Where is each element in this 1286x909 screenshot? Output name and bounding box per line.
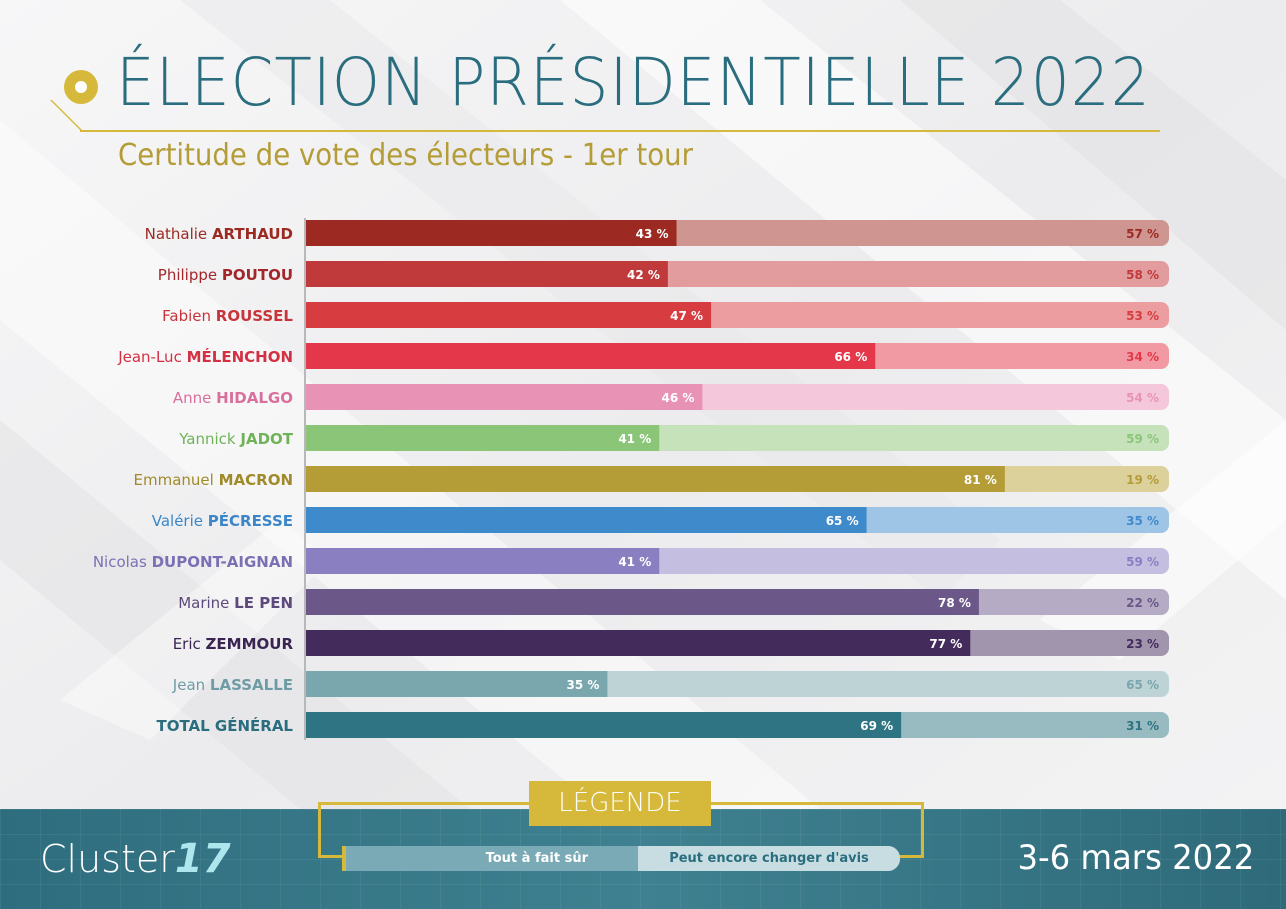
bar-sure [305, 507, 867, 533]
candidate-first-name: Nathalie [145, 225, 212, 243]
category-label: Nathalie ARTHAUD [145, 225, 293, 243]
cluster17-logo: Cluster17 [40, 836, 231, 882]
candidate-last-name: LASSALLE [210, 676, 293, 694]
data-label-may-change: 59 % [1126, 432, 1159, 446]
data-label-sure: 77 % [929, 637, 962, 651]
candidate-last-name: DUPONT-AIGNAN [152, 553, 293, 571]
category-label: Valérie PÉCRESSE [152, 511, 293, 530]
page-subtitle: Certitude de vote des électeurs - 1er to… [118, 138, 693, 173]
category-label: Anne HIDALGO [173, 389, 293, 407]
candidate-last-name: TOTAL GÉNÉRAL [156, 716, 293, 735]
logo-name: Cluster [40, 837, 175, 881]
data-label-sure: 41 % [618, 432, 651, 446]
category-label: Philippe POUTOU [158, 266, 293, 284]
data-label-sure: 81 % [964, 473, 997, 487]
data-label-may-change: 53 % [1126, 309, 1159, 323]
bar-sure [305, 302, 712, 328]
bar-sure [305, 548, 660, 574]
category-label: Marine LE PEN [178, 594, 293, 612]
bar-sure [305, 671, 608, 697]
candidate-last-name: POUTOU [222, 266, 293, 284]
data-label-sure: 42 % [627, 268, 660, 282]
candidate-last-name: ZEMMOUR [206, 635, 294, 653]
category-label: TOTAL GÉNÉRAL [156, 716, 293, 735]
data-label-sure: 46 % [662, 391, 695, 405]
category-label: Yannick JADOT [178, 430, 294, 448]
candidate-first-name: Marine [178, 594, 234, 612]
data-label-sure: 47 % [670, 309, 703, 323]
candidate-first-name: Emmanuel [134, 471, 219, 489]
data-label-may-change: 58 % [1126, 268, 1159, 282]
data-label-may-change: 23 % [1126, 637, 1159, 651]
data-label-may-change: 31 % [1126, 719, 1159, 733]
legend-item-sure: Tout à fait sûr [342, 846, 638, 871]
candidate-first-name: Eric [173, 635, 206, 653]
candidate-last-name: PÉCRESSE [208, 511, 293, 530]
bar-sure [305, 343, 876, 369]
data-label-sure: 35 % [566, 678, 599, 692]
category-label: Fabien ROUSSEL [162, 307, 293, 325]
bar-sure [305, 589, 979, 615]
data-label-sure: 41 % [618, 555, 651, 569]
data-label-sure: 69 % [860, 719, 893, 733]
data-label-may-change: 59 % [1126, 555, 1159, 569]
legend-title: LÉGENDE [529, 781, 711, 826]
candidate-first-name: Nicolas [93, 553, 152, 571]
candidate-last-name: MÉLENCHON [187, 347, 293, 366]
candidate-first-name: Jean [172, 676, 210, 694]
candidate-last-name: LE PEN [234, 594, 293, 612]
candidate-first-name: Anne [173, 389, 216, 407]
candidate-last-name: ROUSSEL [216, 307, 294, 325]
category-label: Jean-Luc MÉLENCHON [117, 347, 293, 366]
data-label-sure: 65 % [826, 514, 859, 528]
logo-number: 17 [174, 836, 231, 882]
candidate-last-name: ARTHAUD [212, 225, 293, 243]
bar-sure [305, 220, 677, 246]
candidate-last-name: HIDALGO [216, 389, 293, 407]
candidate-last-name: JADOT [239, 430, 293, 448]
data-label-sure: 78 % [938, 596, 971, 610]
bar-sure [305, 425, 660, 451]
title-bullet-icon [64, 70, 98, 104]
candidate-first-name: Jean-Luc [117, 348, 186, 366]
legend-item-may-change: Peut encore changer d'avis [638, 846, 900, 871]
bar-sure [305, 630, 971, 656]
data-label-may-change: 54 % [1126, 391, 1159, 405]
title-underline [80, 100, 1160, 132]
candidate-first-name: Philippe [158, 266, 222, 284]
category-label: Emmanuel MACRON [134, 471, 293, 489]
category-label: Jean LASSALLE [172, 676, 293, 694]
bar-sure [305, 466, 1005, 492]
survey-date: 3-6 mars 2022 [1017, 838, 1254, 878]
data-label-may-change: 19 % [1126, 473, 1159, 487]
data-label-may-change: 22 % [1126, 596, 1159, 610]
data-label-sure: 43 % [636, 227, 669, 241]
data-label-may-change: 35 % [1126, 514, 1159, 528]
candidate-first-name: Yannick [178, 430, 240, 448]
candidate-last-name: MACRON [219, 471, 293, 489]
candidate-first-name: Valérie [152, 512, 208, 530]
category-label: Eric ZEMMOUR [173, 635, 294, 653]
data-label-may-change: 34 % [1126, 350, 1159, 364]
data-label-sure: 66 % [834, 350, 867, 364]
data-label-may-change: 57 % [1126, 227, 1159, 241]
category-label: Nicolas DUPONT-AIGNAN [93, 553, 293, 571]
bar-sure [305, 261, 668, 287]
page-title: ÉLECTION PRÉSIDENTIELLE 2022 [116, 44, 1151, 121]
candidate-first-name: Fabien [162, 307, 216, 325]
data-label-may-change: 65 % [1126, 678, 1159, 692]
bar-sure [305, 712, 902, 738]
bar-sure [305, 384, 703, 410]
